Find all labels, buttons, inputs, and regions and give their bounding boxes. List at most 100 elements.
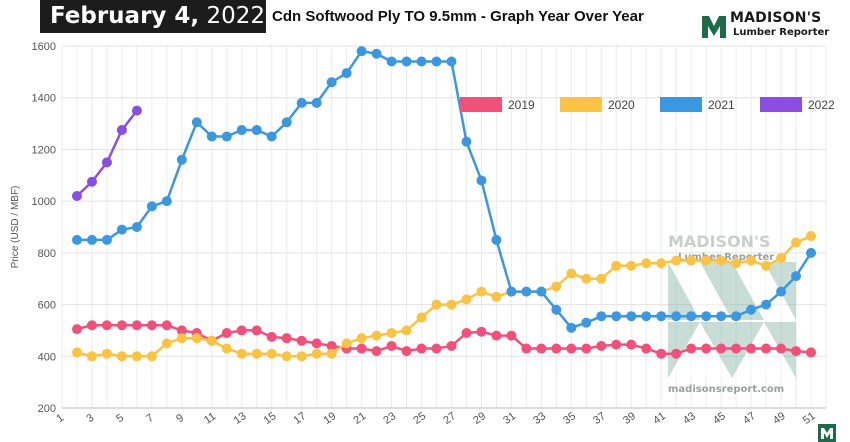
- data-point-2021: [296, 97, 307, 108]
- data-point-2020: [746, 255, 757, 266]
- data-point-2019: [596, 340, 607, 351]
- watermark-logo-icon: [668, 262, 796, 378]
- data-point-2021: [146, 201, 157, 212]
- data-point-2020: [686, 255, 697, 266]
- data-point-2021: [401, 56, 412, 67]
- data-point-2021: [236, 125, 247, 136]
- series-2022: [71, 105, 142, 201]
- data-point-2021: [191, 117, 202, 128]
- data-point-2021: [716, 311, 727, 322]
- y-tick-label: 1400: [32, 93, 56, 105]
- data-point-2019: [566, 343, 577, 354]
- data-point-2021: [281, 117, 292, 128]
- data-point-2020: [281, 351, 292, 362]
- data-point-2021: [701, 311, 712, 322]
- x-tick-label: 3: [84, 412, 96, 425]
- x-tick-label: 49: [771, 410, 788, 427]
- data-point-2019: [86, 320, 97, 331]
- data-point-2022: [131, 105, 142, 116]
- data-point-2019: [641, 343, 652, 354]
- y-tick-label: 600: [38, 300, 56, 312]
- data-point-2020: [581, 273, 592, 284]
- data-point-2019: [536, 343, 547, 354]
- data-point-2020: [761, 260, 772, 271]
- data-point-2021: [161, 196, 172, 207]
- data-point-2020: [476, 286, 487, 297]
- x-tick-label: 13: [232, 410, 249, 427]
- data-point-2020: [371, 330, 382, 341]
- data-point-2019: [686, 343, 697, 354]
- logo-name: MADISON'S: [730, 10, 822, 26]
- data-point-2020: [701, 255, 712, 266]
- data-point-2020: [71, 347, 82, 358]
- y-tick-label: 800: [38, 248, 56, 260]
- legend-label-2021: 2021: [708, 98, 735, 112]
- data-point-2021: [461, 136, 472, 147]
- y-axis-label: Price (USD / MBF): [10, 186, 21, 269]
- data-point-2019: [806, 347, 817, 358]
- data-point-2019: [416, 343, 427, 354]
- watermark-url: madisonsreport.com: [668, 384, 784, 395]
- legend-swatch-2020: [560, 97, 602, 112]
- data-point-2021: [761, 299, 772, 310]
- x-tick-label: 43: [681, 410, 698, 427]
- data-point-2021: [746, 304, 757, 315]
- data-point-2021: [536, 286, 547, 297]
- legend-swatch-2021: [660, 97, 702, 112]
- data-point-2020: [461, 294, 472, 305]
- data-point-2019: [506, 330, 517, 341]
- data-point-2019: [356, 343, 367, 354]
- data-point-2020: [236, 348, 247, 359]
- x-tick-label: 37: [591, 410, 608, 427]
- data-point-2021: [266, 131, 277, 142]
- data-point-2020: [251, 348, 262, 359]
- data-point-2019: [761, 343, 772, 354]
- data-point-2021: [446, 56, 457, 67]
- data-point-2022: [71, 190, 82, 201]
- x-tick-label: 47: [741, 410, 758, 427]
- data-point-2021: [551, 304, 562, 315]
- data-point-2020: [596, 273, 607, 284]
- x-tick-label: 1: [54, 412, 66, 425]
- data-point-2020: [446, 299, 457, 310]
- data-point-2020: [161, 338, 172, 349]
- data-point-2019: [251, 325, 262, 336]
- data-point-2020: [101, 348, 112, 359]
- data-point-2020: [641, 258, 652, 269]
- data-point-2019: [146, 320, 157, 331]
- data-point-2020: [416, 312, 427, 323]
- data-point-2022: [116, 125, 127, 136]
- data-point-2019: [131, 320, 142, 331]
- data-point-2019: [101, 320, 112, 331]
- data-point-2019: [551, 343, 562, 354]
- data-point-2019: [236, 325, 247, 336]
- data-point-2020: [341, 338, 352, 349]
- data-point-2020: [266, 348, 277, 359]
- data-point-2020: [776, 253, 787, 264]
- chart-title: Cdn Softwood Ply TO 9.5mm - Graph Year O…: [272, 8, 644, 25]
- date-bold: February 4,: [50, 3, 200, 29]
- x-tick-label: 51: [801, 410, 818, 427]
- data-point-2021: [566, 322, 577, 333]
- data-point-2020: [191, 333, 202, 344]
- data-point-2020: [806, 231, 817, 242]
- data-point-2019: [491, 330, 502, 341]
- x-tick-label: 7: [144, 412, 156, 425]
- data-point-2019: [71, 324, 82, 335]
- data-point-2021: [671, 311, 682, 322]
- x-tick-label: 29: [471, 410, 488, 427]
- x-tick-label: 15: [262, 410, 279, 427]
- x-tick-label: 25: [411, 410, 428, 427]
- data-point-2020: [716, 255, 727, 266]
- data-point-2022: [86, 176, 97, 187]
- x-tick-label: 31: [501, 410, 518, 427]
- watermark-name: MADISON'S: [668, 232, 770, 251]
- data-point-2020: [311, 348, 322, 359]
- data-point-2021: [611, 311, 622, 322]
- data-point-2021: [416, 56, 427, 67]
- legend-label-2020: 2020: [608, 98, 635, 112]
- data-point-2019: [326, 340, 337, 351]
- x-tick-label: 45: [711, 410, 728, 427]
- y-tick-label: 400: [38, 351, 56, 363]
- data-point-2019: [401, 346, 412, 357]
